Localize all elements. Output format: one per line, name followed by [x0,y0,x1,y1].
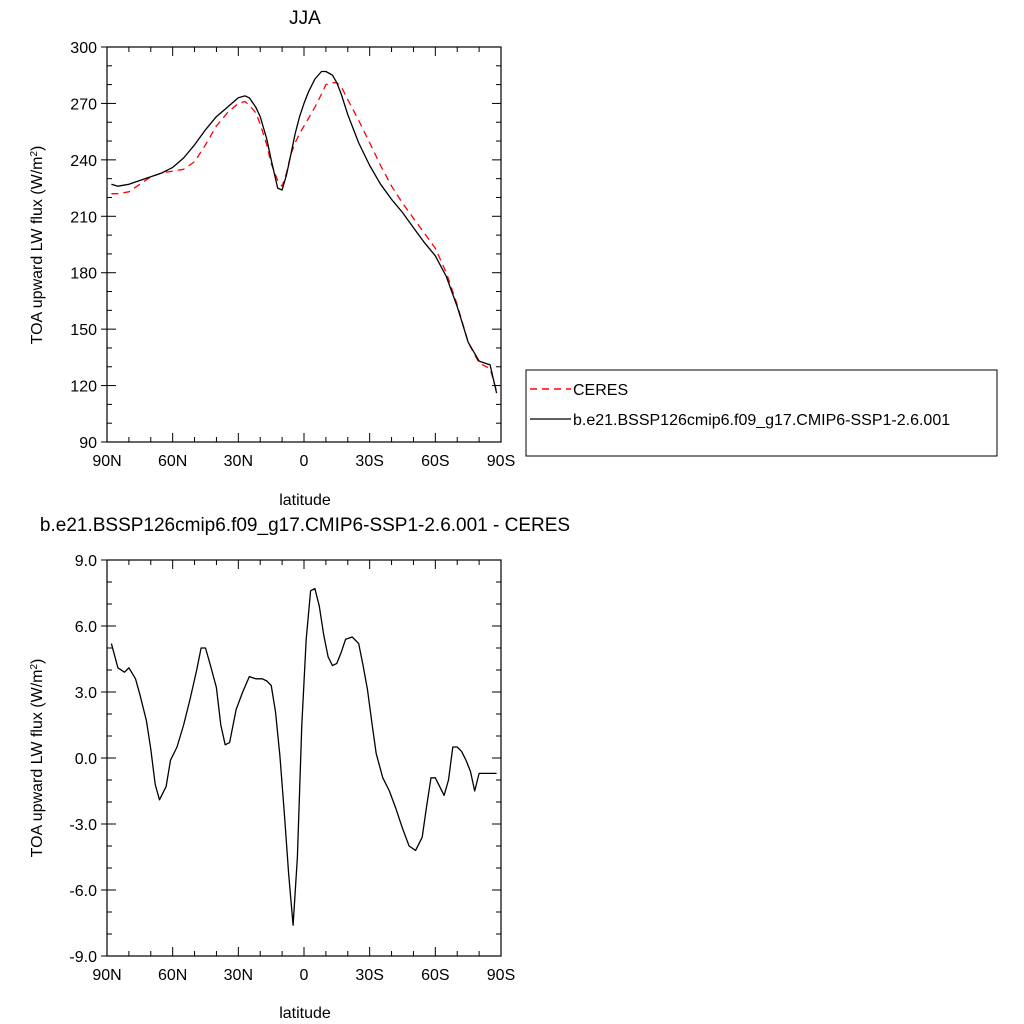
chart-top-xtick-label: 0 [300,453,309,470]
chart-top-series-line-ceres [111,82,498,392]
legend-label-model: b.e21.BSSP126cmip6.f09_g17.CMIP6-SSP1-2.… [573,412,950,429]
chart-bottom-y-axis: -9.0 -6.0 -3.0 0.0 3.0 6.0 9.0 [69,553,501,966]
chart-top-ytick-label: 300 [70,40,97,57]
chart-top-series-line-model [111,70,498,394]
chart-bottom-ylabel-main: TOA upward LW flux (W/m [29,670,46,858]
chart-bottom-xtick-label: 60N [158,967,187,984]
chart-bottom-xtick-label: 90N [92,967,121,984]
chart-top: JJA TOA upward LW flux (W/m2) latitude 9… [29,8,998,509]
svg-text:TOA upward LW flux (W/m2): TOA upward LW flux (W/m2) [29,146,47,345]
chart-bottom-x-axis: 90N 60N 30N 0 30S 60S 90S [92,560,515,984]
chart-top-xtick-label: 90N [92,453,121,470]
chart-bottom-xlabel: latitude [279,1005,331,1022]
svg-text:TOA upward LW flux (W/m2): TOA upward LW flux (W/m2) [29,659,47,858]
chart-top-ytick-label: 90 [79,435,97,452]
chart-bottom-series-group [110,587,497,926]
chart-top-ylabel-end: ) [29,146,46,151]
legend-box [525,369,998,457]
chart-top-xtick-label: 90S [487,453,515,470]
chart-bottom-xtick-label: 30S [355,967,383,984]
chart-bottom-title: b.e21.BSSP126cmip6.f09_g17.CMIP6-SSP1-2.… [40,515,570,536]
chart-top-ylabel-sup: 2 [29,151,40,157]
chart-bottom-ytick-label: -3.0 [69,817,97,834]
chart-bottom-plot-frame [106,559,502,957]
chart-top-xtick-label: 30S [355,453,383,470]
chart-top-ylabel-main: TOA upward LW flux (W/m [29,157,46,345]
chart-bottom-ytick-label: 9.0 [75,553,97,570]
chart-top-ytick-label: 240 [70,153,97,170]
chart-top-title: JJA [289,8,321,29]
chart-bottom-xtick-label: 0 [300,967,309,984]
chart-bottom-xtick-label: 90S [487,967,515,984]
chart-top-ytick-label: 180 [70,266,97,283]
chart-top-xtick-label: 60S [421,453,449,470]
chart-top-ytick-label: 210 [70,209,97,226]
chart-top-xlabel: latitude [279,492,331,509]
chart-bottom-ylabel-end: ) [29,659,46,664]
chart-bottom-ytick-label: -9.0 [69,949,97,966]
chart-bottom-xtick-label: 30N [224,967,253,984]
chart-top-x-axis: 90N 60N 30N 0 30S 60S 90S [92,47,515,470]
chart-bottom-ytick-label: 3.0 [75,685,97,702]
chart-bottom-series-line-model [110,587,497,926]
chart-bottom-ytick-label: 0.0 [75,751,97,768]
chart-top-series-group [111,70,498,394]
chart-top-ytick-label: 270 [70,96,97,113]
chart-top-xtick-label: 60N [158,453,187,470]
legend-label-ceres: CERES [573,382,628,399]
chart-top-ytick-label: 150 [70,322,97,339]
chart-top-y-axis: 90 120 150 180 210 240 270 300 [70,40,501,452]
chart-bottom-xtick-label: 60S [421,967,449,984]
chart-top-ylabel: TOA upward LW flux (W/m2) [29,146,47,345]
chart-top-xtick-label: 30N [224,453,253,470]
chart-bottom-ylabel-sup: 2 [29,664,40,670]
chart-top-plot-frame [106,46,502,443]
chart-bottom-ylabel: TOA upward LW flux (W/m2) [29,659,47,858]
chart-bottom: b.e21.BSSP126cmip6.f09_g17.CMIP6-SSP1-2.… [29,515,571,1022]
chart-top-ytick-label: 120 [70,379,97,396]
chart-bottom-ytick-label: -6.0 [69,883,97,900]
chart-bottom-ytick-label: 6.0 [75,619,97,636]
legend: CERES b.e21.BSSP126cmip6.f09_g17.CMIP6-S… [525,369,998,457]
